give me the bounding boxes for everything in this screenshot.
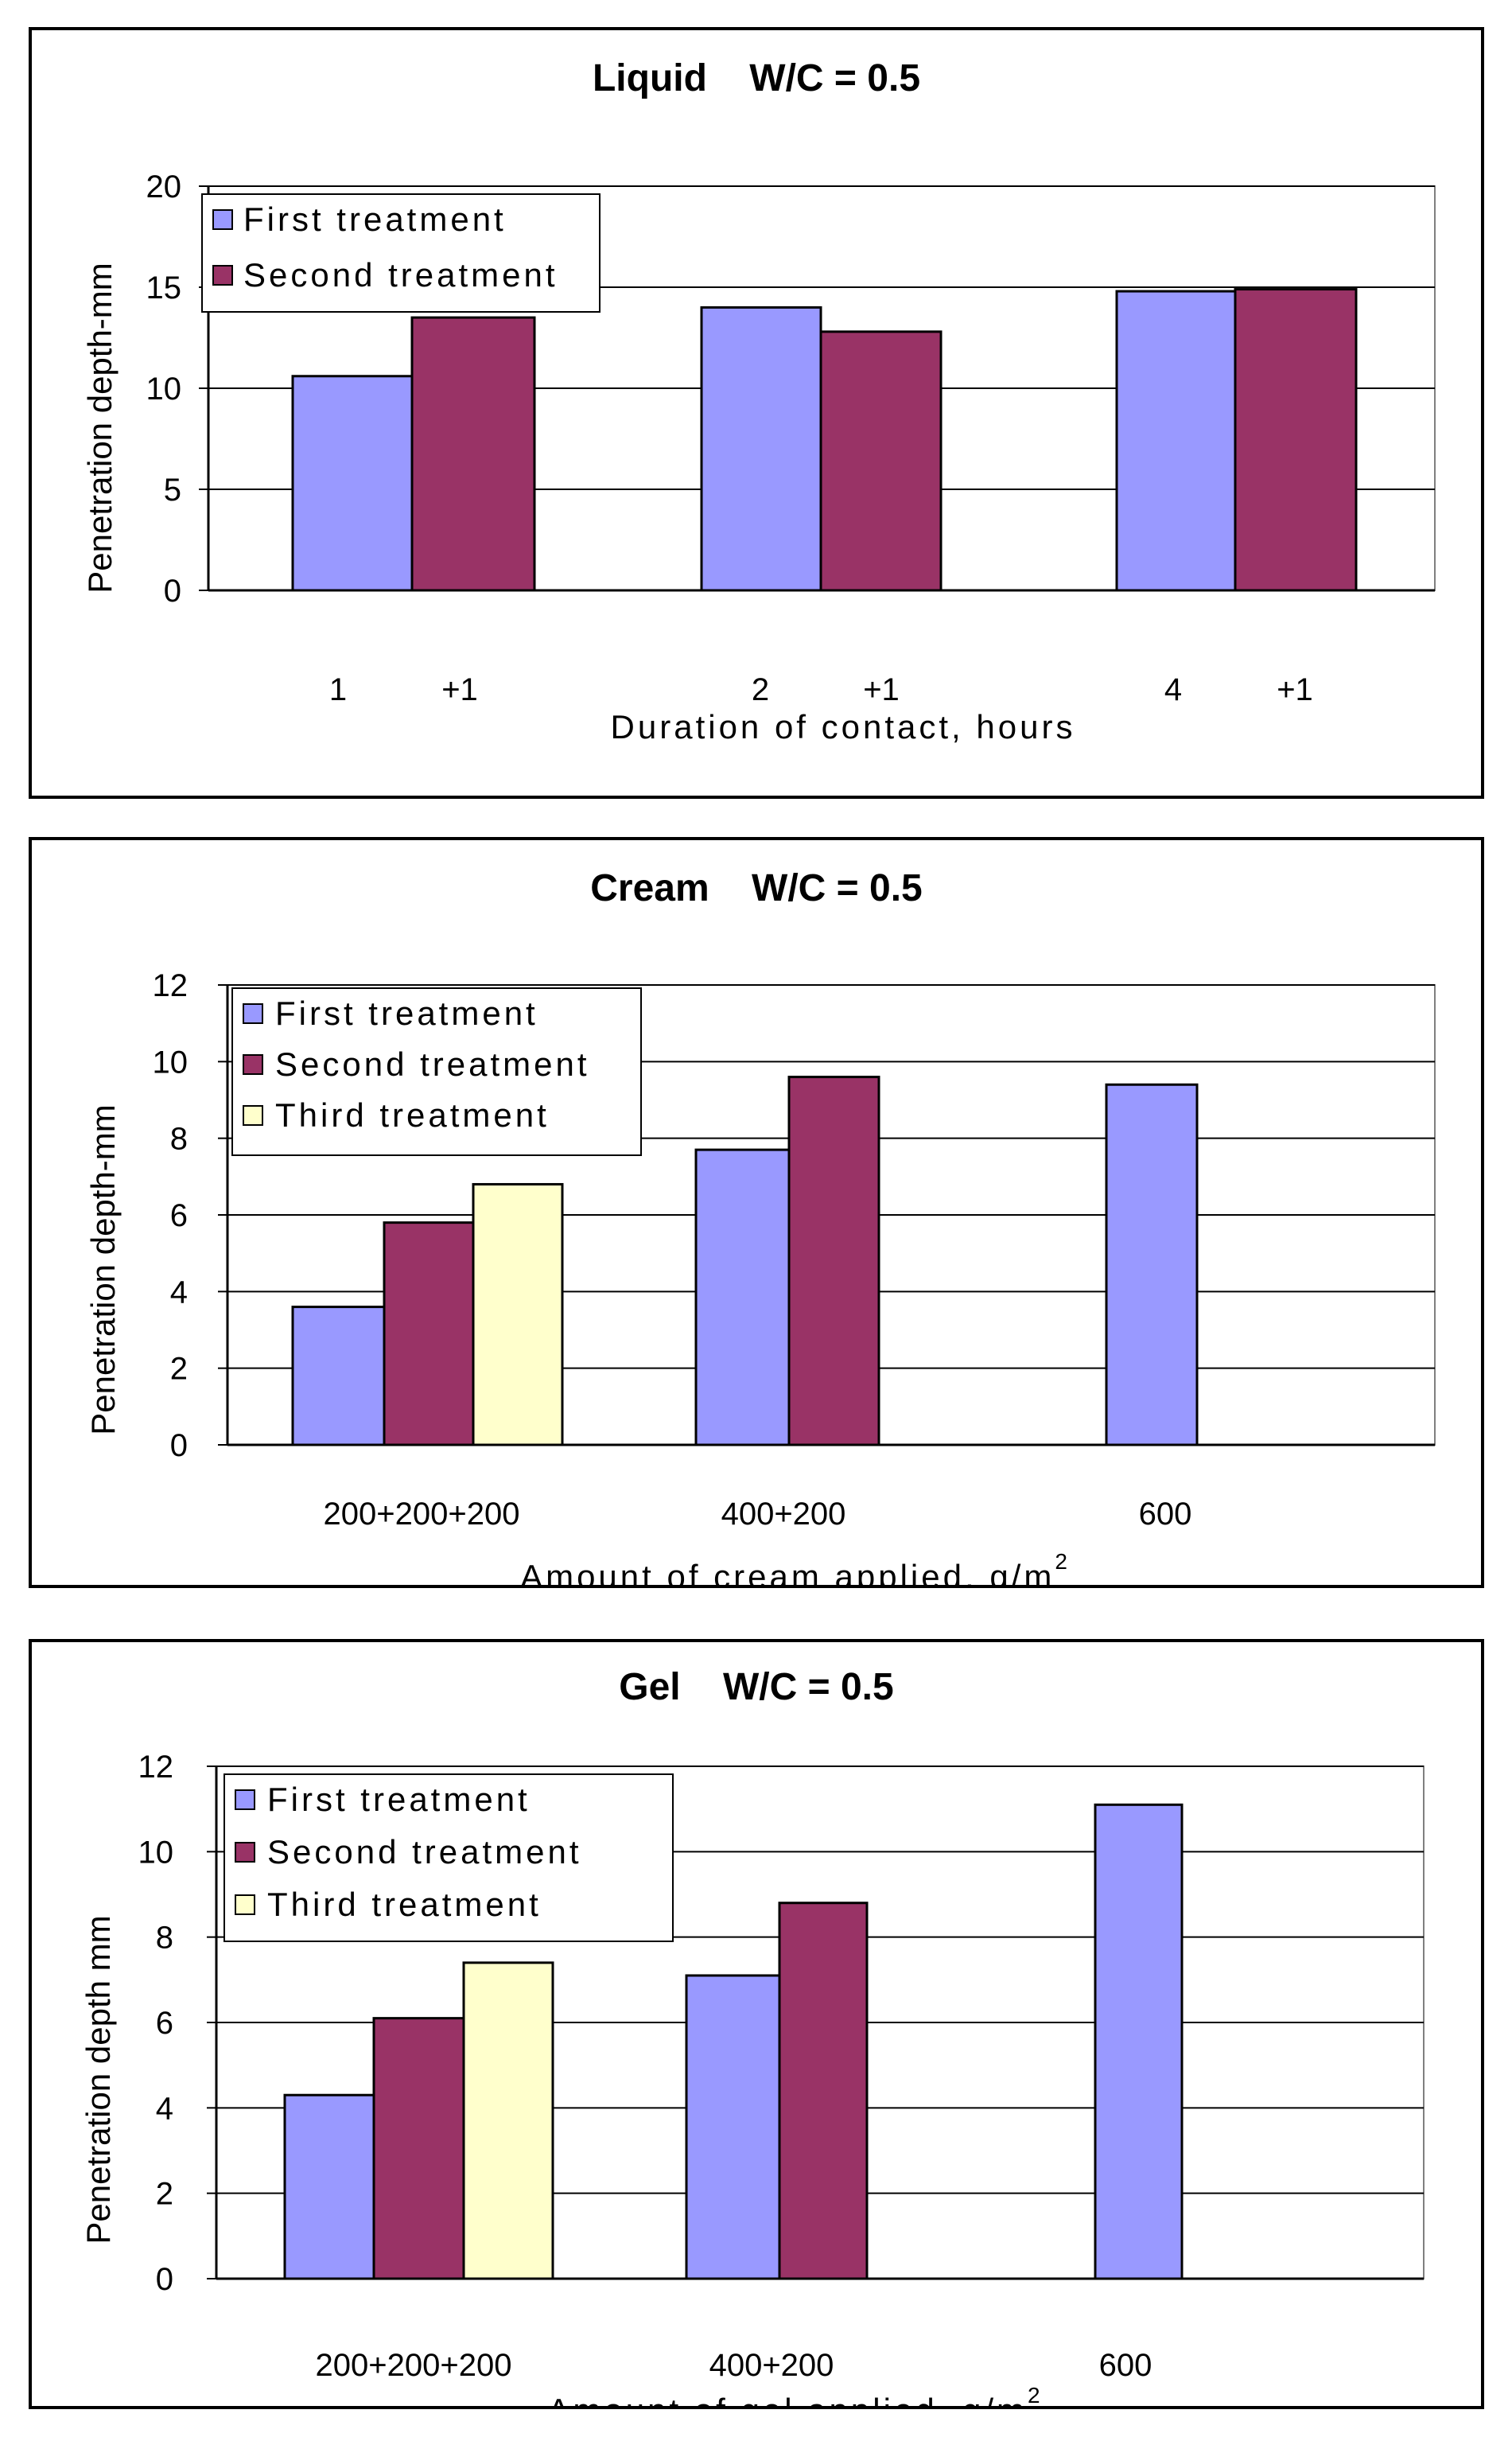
y-tick-label: 5 bbox=[164, 473, 181, 508]
bar-second-treatment bbox=[778, 1902, 869, 2280]
y-tick-label: 20 bbox=[146, 169, 182, 204]
legend-box bbox=[201, 193, 601, 313]
y-tick-label: 15 bbox=[146, 271, 182, 306]
legend-box bbox=[223, 1773, 674, 1942]
legend-swatch bbox=[235, 1894, 255, 1915]
bar-second-treatment bbox=[819, 330, 943, 592]
legend-label: First treatment bbox=[267, 1781, 531, 1818]
bar-first-treatment bbox=[1094, 1803, 1184, 2280]
bar-first-treatment bbox=[291, 1306, 386, 1446]
legend-swatch bbox=[235, 1842, 255, 1863]
bar-first-treatment bbox=[700, 306, 822, 592]
legend-box bbox=[231, 987, 642, 1156]
x-tick-label: 600 bbox=[1099, 2348, 1152, 2383]
y-tick-label: 4 bbox=[170, 1275, 188, 1310]
bar-first-treatment bbox=[1105, 1083, 1199, 1446]
y-axis-label: Penetration depth mm bbox=[80, 1915, 117, 2244]
x-axis-label-superscript: 2 bbox=[1028, 2383, 1044, 2406]
legend-swatch bbox=[243, 1054, 263, 1075]
chart-panel-gel: Gel W/C = 0.5 0 2 4 6 8 10 12 200+200+200 400+200… bbox=[29, 1639, 1484, 2409]
y-tick-label: 12 bbox=[153, 968, 189, 1003]
chart-cream-svg: Cream W/C = 0.5 0 2 4 6 8 10 12 200+200+200 400+2… bbox=[84, 867, 1436, 1585]
legend-label: Third treatment bbox=[275, 1096, 550, 1134]
chart-title: Gel W/C = 0.5 bbox=[619, 1666, 893, 1708]
bar-second-treatment bbox=[372, 2017, 465, 2280]
x-axis-label-text: Duration of contact, hours bbox=[611, 708, 1076, 746]
x-tick-suffix: +1 bbox=[1277, 672, 1313, 707]
x-tick-label: 600 bbox=[1139, 1497, 1192, 1532]
legend-label: First treatment bbox=[243, 200, 507, 238]
legend-label: Second treatment bbox=[243, 256, 558, 294]
chart-panel-liquid: Liquid W/C = 0.5 0 5 10 15 20 1 +1 2 +1 4 +1 Penetra… bbox=[29, 27, 1484, 799]
chart-title: Cream W/C = 0.5 bbox=[590, 867, 923, 909]
x-tick-suffix: +1 bbox=[863, 672, 900, 707]
y-tick-label: 2 bbox=[156, 2177, 173, 2212]
x-axis-label: Duration of contact, hours bbox=[611, 708, 1076, 746]
bar-second-treatment bbox=[1234, 288, 1358, 592]
x-tick-label: 400+200 bbox=[709, 2348, 834, 2383]
y-tick-label: 10 bbox=[146, 372, 182, 407]
x-tick-label: 4 bbox=[1164, 672, 1182, 707]
x-axis-label-superscript: 2 bbox=[1055, 1549, 1071, 1574]
legend-label: Second treatment bbox=[267, 1833, 582, 1871]
bar-third-treatment bbox=[472, 1182, 564, 1446]
x-axis-label-text: Amount of cream applied, g/m bbox=[520, 1558, 1055, 1585]
legend-swatch bbox=[212, 265, 233, 286]
legend-swatch bbox=[212, 209, 233, 230]
y-axis-label: Penetration depth-mm bbox=[84, 1104, 122, 1435]
y-tick-label: 6 bbox=[170, 1198, 188, 1233]
legend-label: Second treatment bbox=[275, 1045, 590, 1083]
chart-gel-svg: Gel W/C = 0.5 0 2 4 6 8 10 12 200+200+200 400+200… bbox=[80, 1666, 1425, 2406]
x-tick-label: 1 bbox=[329, 672, 347, 707]
x-tick-suffix: +1 bbox=[441, 672, 478, 707]
x-tick-label: 200+200+200 bbox=[316, 2348, 512, 2383]
x-axis-label-text: Amount of gel applied, g/m bbox=[547, 2392, 1028, 2406]
y-tick-label: 10 bbox=[138, 1835, 174, 1870]
bar-first-treatment bbox=[694, 1148, 791, 1446]
bar-first-treatment bbox=[685, 1974, 781, 2280]
y-tick-label: 4 bbox=[156, 2091, 173, 2126]
x-tick-label: 200+200+200 bbox=[324, 1497, 520, 1532]
y-tick-label: 8 bbox=[156, 1921, 173, 1956]
y-tick-label: 12 bbox=[138, 1750, 174, 1785]
legend-label: Third treatment bbox=[267, 1886, 542, 1923]
x-tick-label: 2 bbox=[752, 672, 769, 707]
chart-liquid-svg: Liquid W/C = 0.5 0 5 10 15 20 1 +1 2 +1 4 +1 Penetra… bbox=[81, 57, 1436, 746]
x-axis-label: Amount of cream applied, g/m2 bbox=[520, 1549, 1071, 1585]
y-tick-label: 6 bbox=[156, 2006, 173, 2041]
legend-label: First treatment bbox=[275, 995, 538, 1032]
chart-title: Liquid W/C = 0.5 bbox=[593, 57, 920, 99]
y-tick-label: 0 bbox=[170, 1428, 188, 1463]
bar-first-treatment bbox=[1115, 290, 1237, 592]
bar-second-treatment bbox=[383, 1221, 475, 1446]
y-tick-label: 2 bbox=[170, 1352, 188, 1387]
legend-swatch bbox=[243, 1105, 263, 1126]
legend-swatch bbox=[235, 1789, 255, 1810]
y-tick-label: 0 bbox=[164, 574, 181, 609]
legend-swatch bbox=[243, 1003, 263, 1024]
y-tick-label: 0 bbox=[156, 2262, 173, 2297]
bar-third-treatment bbox=[462, 1961, 554, 2280]
bar-first-treatment bbox=[283, 2093, 375, 2280]
y-axis-label: Penetration depth-mm bbox=[81, 263, 119, 594]
bar-second-treatment bbox=[787, 1076, 880, 1446]
bar-second-treatment bbox=[410, 316, 536, 592]
y-tick-label: 8 bbox=[170, 1122, 188, 1157]
y-tick-label: 10 bbox=[153, 1045, 189, 1080]
x-tick-label: 400+200 bbox=[721, 1497, 846, 1532]
chart-panel-cream: Cream W/C = 0.5 0 2 4 6 8 10 12 200+200+200 400+2… bbox=[29, 837, 1484, 1588]
bar-first-treatment bbox=[291, 375, 414, 592]
x-axis-label: Amount of gel applied, g/m2 bbox=[547, 2383, 1043, 2406]
